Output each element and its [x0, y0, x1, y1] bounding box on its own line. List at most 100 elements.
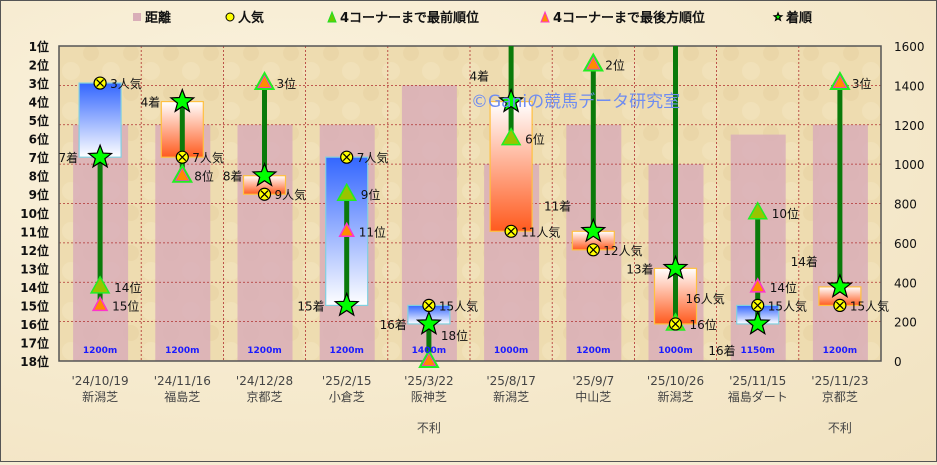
left-axis-tick: 1位: [29, 39, 49, 54]
popularity-label: 12人気: [603, 243, 642, 258]
left-axis-tick: 17位: [20, 335, 49, 350]
legend-label-distance: 距離: [145, 10, 171, 26]
x-axis-venue: 京都芝: [246, 389, 282, 404]
first-corner-label: 10位: [772, 206, 799, 221]
popularity-marker-cross: [671, 320, 680, 328]
x-axis-venue: 中山芝: [575, 389, 611, 404]
last-corner-label: 15位: [112, 298, 139, 313]
first-corner-triangle: [253, 71, 276, 91]
popularity-marker-cross: [178, 153, 187, 162]
last-corner-label: 14位: [770, 280, 797, 295]
legend-distance-swatch: [133, 13, 141, 21]
first-corner-label: 16位: [690, 317, 717, 332]
x-axis-date: '24/11/16: [154, 374, 211, 388]
distance-label: 1000m: [658, 346, 692, 356]
last-corner-triangle: [91, 295, 109, 312]
popularity-label: 15人気: [439, 298, 478, 313]
legend-star-icon: [772, 11, 784, 22]
labels: 1200m 1200m 1200m 1200m 1400m 1000m 1200m 1000m…: [58, 58, 889, 358]
popularity-marker-cross: [835, 301, 844, 310]
popularity-marker-cross: [342, 153, 351, 162]
first-corner-triangle: [171, 163, 194, 183]
finish-star: [415, 310, 442, 335]
x-axis-date: '25/2/15: [322, 374, 372, 388]
last-corner-label: 2位: [605, 58, 625, 73]
first-corner-triangle: [582, 52, 605, 72]
last-corner-label: 8位: [194, 169, 214, 184]
distance-label: 1200m: [576, 346, 610, 356]
finish-label: 4着: [141, 95, 161, 110]
first-corner-triangle: [500, 127, 522, 146]
x-axis-venue: 小倉芝: [329, 389, 365, 404]
legend-label-popularity: 人気: [238, 10, 264, 26]
distance-label: 1200m: [247, 346, 281, 356]
right-axis-tick: 1400: [894, 79, 925, 93]
popularity-label: 15人気: [850, 298, 889, 313]
first-corner-label: 6位: [525, 132, 545, 147]
popularity-label: 3人気: [110, 76, 142, 91]
finish-label: 13着: [626, 261, 653, 276]
finish-label: 16着: [708, 343, 735, 358]
popularity-marker-cross: [260, 190, 269, 199]
distance-label: 1200m: [823, 346, 857, 356]
x-axis-venue: 新潟芝: [493, 389, 529, 404]
finish-star: [744, 310, 771, 335]
axes: 1位2位3位4位5位6位7位8位9位10位11位12位13位14位15位16位1…: [20, 39, 924, 435]
left-axis-tick: 16位: [20, 317, 49, 332]
first-corner-triangle: [829, 71, 851, 91]
finish-label: 4着: [469, 69, 489, 84]
race-note: 不利: [828, 421, 852, 435]
right-axis-tick: 200: [894, 316, 917, 330]
legend-label-finish: 着順: [785, 10, 813, 26]
distance-label: 1000m: [494, 346, 528, 356]
finish-label: 15着: [297, 298, 324, 313]
right-axis-tick: 1600: [894, 40, 925, 54]
x-axis-venue: 福島芝: [164, 389, 200, 404]
left-axis-tick: 6位: [29, 132, 49, 147]
legend-label-last_corner: 4コーナーまで最後方順位: [553, 10, 705, 26]
popularity-label: 15人気: [768, 298, 807, 313]
right-axis-tick: 1200: [894, 119, 925, 133]
first-corner-triangle: [747, 201, 768, 220]
finish-label: 16着: [380, 317, 407, 332]
distance-label: 1150m: [740, 346, 774, 356]
distance-label: 1200m: [165, 346, 199, 356]
finish-label: 7着: [58, 150, 78, 165]
right-axis-tick: 400: [894, 276, 917, 290]
x-axis-venue: 新潟芝: [657, 389, 693, 404]
finish-star: [498, 87, 525, 113]
x-axis-date: '24/12/28: [236, 374, 293, 388]
left-axis-tick: 18位: [20, 354, 49, 369]
distance-label: 1200m: [329, 346, 363, 356]
left-axis-tick: 3位: [29, 76, 49, 91]
legend-label-first_corner: 4コーナーまで最前順位: [340, 10, 479, 26]
popularity-label: 11人気: [521, 224, 560, 239]
legend-first_corner-triangle-icon: [327, 10, 337, 23]
first-corner-label: 14位: [114, 280, 141, 295]
popularity-label: 9人気: [275, 187, 307, 202]
right-axis-tick: 0: [894, 355, 902, 369]
finish-star: [251, 162, 278, 187]
finish-star: [87, 143, 114, 169]
plot-border: [58, 45, 882, 362]
left-axis-tick: 14位: [20, 280, 49, 295]
x-axis-date: '24/10/19: [71, 374, 128, 388]
popularity-label: 7人気: [357, 150, 389, 165]
finish-star: [826, 273, 853, 298]
distance-label: 1400m: [412, 346, 446, 356]
popularity-marker-cross: [424, 301, 433, 310]
left-axis-tick: 5位: [29, 113, 49, 128]
finish-star: [580, 217, 607, 243]
left-axis-tick: 9位: [29, 187, 49, 202]
watermark: ©Ganiの競馬データ研究室: [471, 91, 680, 112]
left-axis-tick: 15位: [20, 298, 49, 313]
marks: [78, 46, 862, 368]
left-axis-tick: 8位: [29, 169, 49, 184]
x-axis-date: '25/10/26: [647, 374, 704, 388]
last-corner-triangle: [749, 277, 766, 293]
left-axis-tick: 13位: [20, 261, 49, 276]
x-axis-date: '25/3/22: [404, 374, 454, 388]
finish-label: 11着: [544, 198, 571, 213]
right-axis-tick: 600: [894, 237, 917, 251]
